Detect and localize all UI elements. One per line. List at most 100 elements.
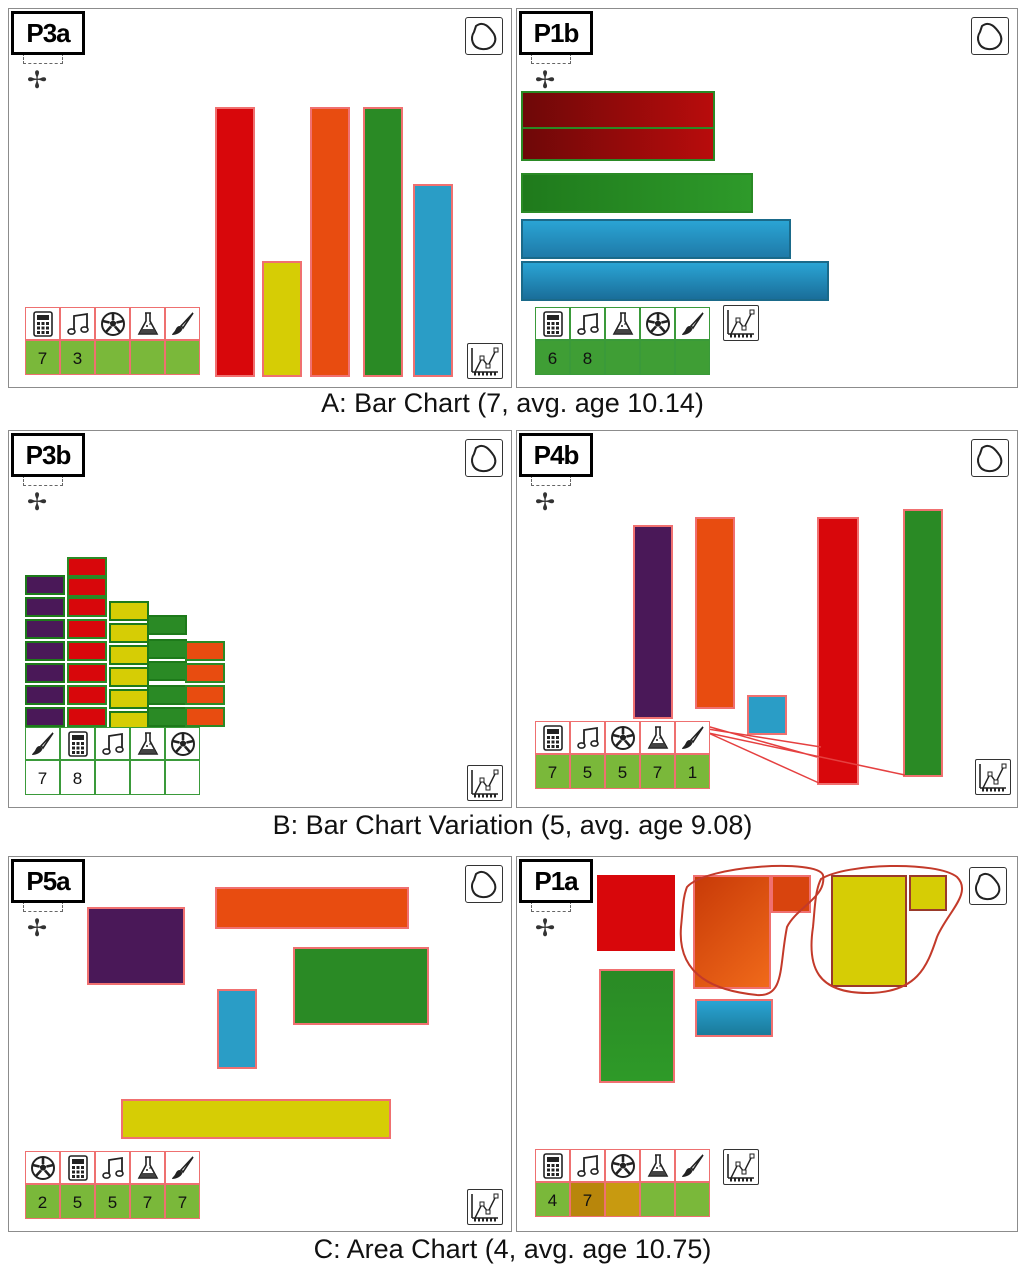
area-blue[interactable] — [217, 989, 257, 1069]
paintbrush-icon[interactable] — [25, 727, 60, 760]
stack-block[interactable] — [185, 641, 225, 661]
music-note-icon[interactable] — [570, 1149, 605, 1182]
paintbrush-icon[interactable] — [675, 1149, 710, 1182]
area-orange-large[interactable] — [693, 875, 771, 989]
area-yellow[interactable] — [121, 1099, 391, 1139]
calculator-icon[interactable] — [60, 1151, 95, 1184]
flask-icon[interactable] — [130, 307, 165, 340]
blob-shape-icon[interactable] — [465, 17, 503, 55]
music-note-icon[interactable] — [60, 307, 95, 340]
stack-block[interactable] — [25, 575, 65, 595]
paintbrush-icon[interactable] — [675, 307, 710, 340]
stack-block[interactable] — [25, 597, 65, 617]
music-note-icon[interactable] — [95, 727, 130, 760]
stack-block[interactable] — [25, 685, 65, 705]
bar-red[interactable] — [817, 517, 859, 785]
bar-blue[interactable] — [413, 184, 453, 377]
blob-shape-icon[interactable] — [465, 865, 503, 903]
area-yellow-large[interactable] — [831, 875, 907, 987]
blob-shape-icon[interactable] — [969, 867, 1007, 905]
bar-green[interactable] — [521, 173, 753, 213]
move-icon[interactable]: ✢ — [535, 489, 556, 516]
paintbrush-icon[interactable] — [165, 307, 200, 340]
calculator-icon[interactable] — [535, 1149, 570, 1182]
move-icon[interactable]: ✢ — [27, 915, 48, 942]
bar-red[interactable] — [215, 107, 255, 377]
music-note-icon[interactable] — [570, 721, 605, 754]
chart-type-icon[interactable] — [975, 759, 1011, 795]
calculator-icon[interactable] — [535, 721, 570, 754]
paintbrush-icon[interactable] — [675, 721, 710, 754]
area-yellow-small[interactable] — [909, 875, 947, 911]
stack-block[interactable] — [67, 685, 107, 705]
bar-darkred-1[interactable] — [521, 91, 715, 129]
chart-type-icon[interactable] — [467, 343, 503, 379]
stack-block[interactable] — [147, 615, 187, 635]
stack-block[interactable] — [67, 619, 107, 639]
calculator-icon[interactable] — [25, 307, 60, 340]
area-purple[interactable] — [87, 907, 185, 985]
stack-block[interactable] — [67, 557, 107, 577]
stack-block[interactable] — [67, 577, 107, 597]
area-orange[interactable] — [215, 887, 409, 929]
stack-block[interactable] — [147, 707, 187, 727]
stack-block[interactable] — [109, 645, 149, 665]
stack-block[interactable] — [25, 641, 65, 661]
flask-icon[interactable] — [130, 1151, 165, 1184]
chart-type-icon[interactable] — [467, 1189, 503, 1225]
bar-green[interactable] — [363, 107, 403, 377]
stack-block[interactable] — [67, 663, 107, 683]
soccer-ball-icon[interactable] — [605, 1149, 640, 1182]
blob-shape-icon[interactable] — [971, 439, 1009, 477]
soccer-ball-icon[interactable] — [640, 307, 675, 340]
bar-green[interactable] — [903, 509, 943, 777]
stack-block[interactable] — [185, 663, 225, 683]
stack-block[interactable] — [25, 619, 65, 639]
bar-blue[interactable] — [747, 695, 787, 735]
move-icon[interactable]: ✢ — [27, 67, 48, 94]
area-green[interactable] — [599, 969, 675, 1083]
stack-block[interactable] — [67, 707, 107, 727]
chart-type-icon[interactable] — [467, 765, 503, 801]
soccer-ball-icon[interactable] — [95, 307, 130, 340]
flask-icon[interactable] — [640, 1149, 675, 1182]
flask-icon[interactable] — [605, 307, 640, 340]
blob-shape-icon[interactable] — [465, 439, 503, 477]
bar-orange[interactable] — [695, 517, 735, 709]
stack-block[interactable] — [109, 623, 149, 643]
bar-blue-2[interactable] — [521, 261, 829, 301]
move-icon[interactable]: ✢ — [27, 489, 48, 516]
area-orange-small[interactable] — [771, 875, 811, 913]
stack-block[interactable] — [25, 663, 65, 683]
stack-block[interactable] — [185, 685, 225, 705]
chart-type-icon[interactable] — [723, 1149, 759, 1185]
blob-shape-icon[interactable] — [971, 17, 1009, 55]
stack-block[interactable] — [25, 707, 65, 727]
move-icon[interactable]: ✢ — [535, 915, 556, 942]
calculator-icon[interactable] — [60, 727, 95, 760]
area-blue[interactable] — [695, 999, 773, 1037]
move-icon[interactable]: ✢ — [535, 67, 556, 94]
bar-blue-1[interactable] — [521, 219, 791, 259]
music-note-icon[interactable] — [95, 1151, 130, 1184]
area-red[interactable] — [597, 875, 675, 951]
bar-darkred-2[interactable] — [521, 127, 715, 161]
flask-icon[interactable] — [640, 721, 675, 754]
stack-block[interactable] — [109, 689, 149, 709]
soccer-ball-icon[interactable] — [165, 727, 200, 760]
music-note-icon[interactable] — [570, 307, 605, 340]
stack-block[interactable] — [147, 661, 187, 681]
stack-block[interactable] — [147, 685, 187, 705]
bar-orange[interactable] — [310, 107, 350, 377]
soccer-ball-icon[interactable] — [25, 1151, 60, 1184]
soccer-ball-icon[interactable] — [605, 721, 640, 754]
area-green[interactable] — [293, 947, 429, 1025]
bar-purple[interactable] — [633, 525, 673, 719]
stack-block[interactable] — [147, 639, 187, 659]
chart-type-icon[interactable] — [723, 305, 759, 341]
stack-block[interactable] — [109, 667, 149, 687]
paintbrush-icon[interactable] — [165, 1151, 200, 1184]
bar-yellow[interactable] — [262, 261, 302, 377]
stack-block[interactable] — [109, 601, 149, 621]
stack-block[interactable] — [67, 597, 107, 617]
